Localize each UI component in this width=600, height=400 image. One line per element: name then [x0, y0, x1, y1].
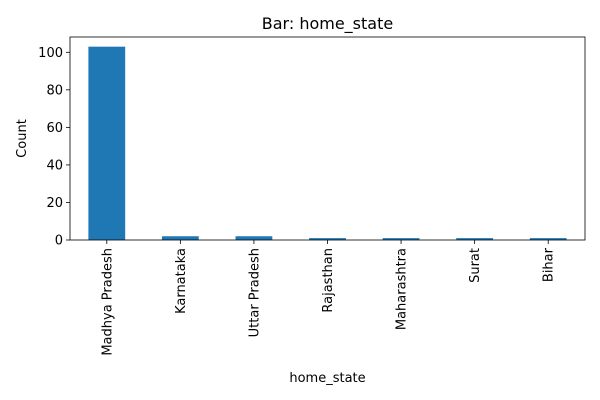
bar-4	[382, 238, 420, 240]
y-tick-label-0: 0	[55, 234, 63, 249]
chart-title: Bar: home_state	[262, 14, 393, 34]
bar-0	[88, 46, 126, 240]
y-tick-label-3: 60	[46, 121, 63, 136]
y-tick-label-5: 100	[38, 46, 63, 61]
plot-frame	[69, 36, 586, 241]
x-tick-label-4: Maharashtra	[395, 248, 410, 330]
plot-area: Madhya Pradesh Karnataka Uttar Pradesh Raja…	[38, 36, 586, 356]
y-axis-label: Count	[15, 119, 30, 158]
bar-2	[235, 236, 273, 240]
x-axis-label: home_state	[289, 371, 365, 386]
x-tick-label-3: Rajasthan	[321, 248, 336, 313]
x-tick-label-5: Surat	[468, 248, 483, 283]
y-tick-label-4: 80	[46, 83, 63, 98]
x-tick-label-6: Bihar	[542, 247, 557, 282]
x-tick-label-1: Karnataka	[174, 248, 189, 314]
bar-5	[456, 238, 494, 240]
x-tick-label-2: Uttar Pradesh	[247, 248, 262, 337]
x-tick-label-0: Madhya Pradesh	[100, 248, 115, 356]
bar-6	[529, 238, 567, 240]
bar-3	[309, 238, 346, 240]
y-tick-label-1: 20	[46, 196, 63, 211]
y-tick-label-2: 40	[46, 158, 63, 173]
bar-1	[161, 236, 199, 240]
